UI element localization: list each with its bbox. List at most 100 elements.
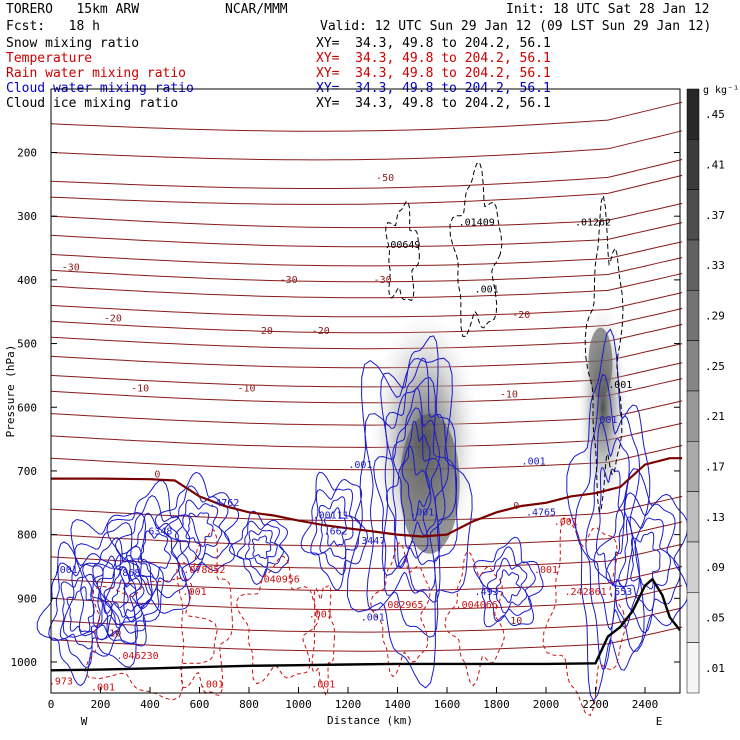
valid-time: Valid: 12 UTC Sun 29 Jan 12 (09 LST Sun … [320,19,712,34]
rain-water-contours [84,517,627,717]
cloud-water-label: .6348 [142,527,172,538]
cloud-water-contour [593,468,689,652]
cloud-water-contour [125,512,180,596]
cloud-ice-label: .001 [608,380,632,391]
x-tick-label: 2400 [632,698,659,711]
isotherm-line [50,130,683,161]
cloud-ice-contours [385,161,624,514]
isotherm-label: -10 [237,383,255,394]
cloud-water-label: .4765 [526,508,556,519]
isotherm-label: -20 [255,326,273,337]
cloud-water-label: .493 [475,587,499,598]
legend-snow: Snow mixing ratio [6,36,140,51]
y-tick-label: 1000 [11,656,38,669]
isotherm-line [50,445,683,471]
colorbar-label: .33 [705,259,725,272]
cloud-water-contour [106,480,202,619]
isotherm-line [50,308,683,334]
colorbar-label: .29 [705,310,725,323]
colorbar-label: .25 [705,360,725,373]
rain-water-contour [444,551,505,687]
cloud-water-contour [630,531,661,590]
cloud-water-contour [473,536,544,628]
cloud-ice-contour [385,201,420,302]
colorbar-label: .45 [705,108,725,121]
cloud-water-contour [486,557,528,614]
west-label: W [81,715,88,728]
isotherm-label: -20 [104,313,122,324]
cloud-water-contour [373,407,446,596]
colorbar-label: .13 [705,511,725,524]
x-tick-label: 2000 [533,698,560,711]
cloud-water-contour [479,546,536,623]
cloud-water-contour [244,529,278,568]
cloud-water-contour [310,488,361,576]
rain-water-label: .040956 [258,574,300,585]
center-label: NCAR/MMM [225,2,288,17]
cloud-ice-contour [584,193,624,514]
freezing-level-line [51,457,683,538]
rain-water-contour [235,555,320,685]
forecast-hour: Fcst: 18 h [6,19,100,34]
cloud-water-label: .00111 [313,511,349,522]
rain-water-label: .973 [49,676,73,687]
isotherm-line [50,202,683,229]
colorbar-segment [686,592,700,643]
cloud-water-contour [62,511,165,668]
isotherm-line [50,159,683,189]
cloud-water-contour [174,499,223,560]
isotherm-line [50,362,683,388]
cloud-water-contour [137,530,171,580]
colorbar-segment [686,139,700,190]
freezing-level [51,457,683,538]
isotherm-label: -30 [280,275,298,286]
y-tick-label: 800 [17,529,37,542]
y-tick-label: 500 [17,338,37,351]
cloud-water-contour [164,485,230,573]
legend-temperature: Temperature [6,51,93,66]
colorbar-segment [686,642,700,694]
cloud-water-label: .553 [608,587,632,598]
legend-rain-xy: XY= 34.3, 49.8 to 204.2, 56.1 [316,66,551,81]
isotherm-line [50,292,683,318]
colorbar-label: .41 [705,159,725,172]
rain-water-contour [84,577,218,701]
rain-water-contour [176,529,234,696]
cloud-water-contour [318,496,354,560]
legend-cloud-ice: Cloud ice mixing ratio [6,96,179,111]
legend-rain: Rain water mixing ratio [6,66,187,81]
x-tick-label: 1400 [384,698,411,711]
contour-labels: -50 -30 -30 -30 -20 -20 -20 -20 -10 -10 -10 0 0 10 10.… [49,173,632,694]
isotherm-label: 10 [510,616,522,627]
legend-snow-xy: XY= 34.3, 49.8 to 204.2, 56.1 [316,36,551,51]
isotherm-label: -20 [312,326,330,337]
colorbar-unit: g kg⁻¹ [703,85,739,96]
cloud-water-contour [92,555,131,615]
y-tick-label: 300 [17,210,37,223]
colorbar-segment [686,390,700,442]
legend-cloud-ice-xy: XY= 34.3, 49.8 to 204.2, 56.1 [316,96,551,111]
rain-water-label: .001 [534,565,558,576]
colorbar-label: .05 [705,612,725,625]
terrain-profile [50,577,681,672]
x-tick-label: 1000 [285,698,312,711]
cloud-water-label: .001 [361,613,385,624]
rain-water-label: .001 [91,683,115,694]
cloud-water-contour [380,335,457,603]
isotherm-line [50,566,683,592]
cloud-water-label: .001 [522,457,546,468]
cloud-water-contour [154,471,240,582]
isotherm-line [50,101,683,132]
colorbar-label: .17 [705,461,725,474]
cloud-water-contour [595,467,625,587]
rain-water-label: .242861 [565,587,607,598]
isotherm-label: 0 [513,501,519,512]
colorbar-segment [686,189,700,241]
cloud-ice-label: .01262 [575,218,611,229]
colorbar-segment [686,441,700,492]
x-tick-label: 800 [239,698,259,711]
x-tick-label: 1800 [483,698,510,711]
isotherm-label: 10 [109,629,121,640]
cloud-water-contour [605,492,681,634]
